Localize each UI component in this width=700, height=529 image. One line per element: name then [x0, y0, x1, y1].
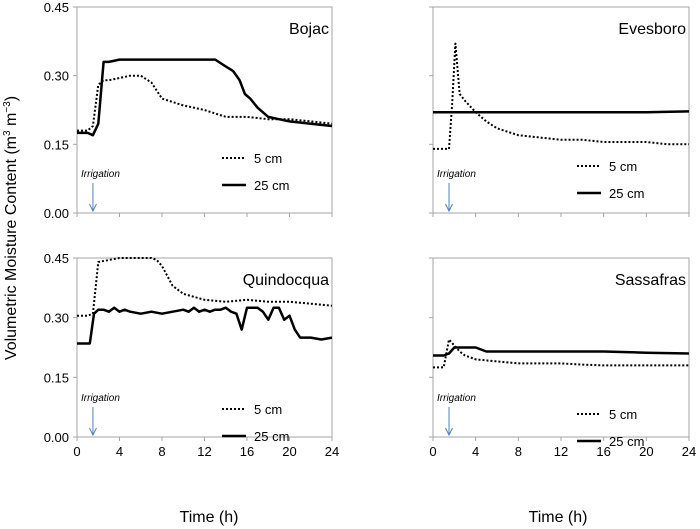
- irrigation-arrowhead: [88, 427, 97, 437]
- x-tick-label: 12: [554, 444, 568, 459]
- panel-bojac: 0.00 0.15 0.30 0.45 Bojac Irrigation 5 cm 25 cm: [44, 0, 333, 221]
- irrigation-label: Irrigation: [437, 169, 476, 180]
- x-tick-label: 8: [158, 444, 165, 459]
- series-line-5-cm: [77, 257, 333, 317]
- legend-label: 5 cm: [609, 159, 637, 174]
- series-line-25-cm: [77, 306, 333, 345]
- legend-label: 25 cm: [254, 429, 289, 444]
- series-line-5-cm: [77, 74, 333, 132]
- series-line-25-cm: [433, 110, 690, 114]
- panel-quindocqua: 0.00 0.15 0.30 0.45 0 4 8 12 16 20 24 Quindocqua Irr…: [44, 251, 340, 459]
- irrigation-label: Irrigation: [81, 393, 120, 404]
- x-tick-label: 20: [639, 444, 653, 459]
- x-tick-label: 24: [325, 444, 339, 459]
- irrigation-arrowhead: [445, 203, 453, 213]
- series-line-25-cm: [433, 346, 690, 357]
- x-tick-label: 24: [682, 444, 696, 459]
- legend-label: 25 cm: [609, 434, 644, 449]
- x-axis-label-right: Time (h): [529, 509, 588, 526]
- x-tick-label: 16: [240, 444, 254, 459]
- x-tick-label: 12: [197, 444, 211, 459]
- y-tick-label: 0.30: [44, 311, 69, 326]
- y-tick-label: 0.30: [44, 69, 69, 84]
- irrigation-label: Irrigation: [437, 393, 476, 404]
- series-line-25-cm: [77, 58, 333, 137]
- series-line-5-cm: [433, 338, 689, 369]
- y-tick-label: 0.00: [44, 430, 69, 445]
- x-tick-label: 0: [429, 444, 436, 459]
- y-tick-label: 0.45: [44, 251, 69, 266]
- panel-title: Bojac: [289, 21, 329, 38]
- panel-title: Evesboro: [618, 21, 686, 38]
- legend-label: 5 cm: [254, 402, 282, 417]
- x-tick-label: 4: [472, 444, 479, 459]
- x-tick-label: 20: [282, 444, 296, 459]
- y-axis-label: Volumetric Moisture Content (m3 m−3): [2, 96, 20, 360]
- irrigation-arrowhead: [445, 427, 453, 437]
- y-tick-label: 0.45: [44, 0, 69, 15]
- y-tick-label: 0.15: [44, 137, 69, 152]
- series-line-5-cm: [433, 42, 689, 150]
- irrigation-label: Irrigation: [81, 169, 120, 180]
- legend-label: 5 cm: [609, 407, 637, 422]
- y-tick-label: 0.15: [44, 370, 69, 385]
- x-tick-label: 0: [73, 444, 80, 459]
- panel-title: Sassafras: [615, 272, 686, 289]
- y-tick-label: 0.00: [44, 206, 69, 221]
- legend-label: 25 cm: [609, 186, 644, 201]
- irrigation-arrowhead: [88, 203, 97, 213]
- x-tick-label: 16: [596, 444, 610, 459]
- panel-sassafras: 0 4 8 12 16 20 24 Sassafras Irrigation 5 cm 25 cm: [429, 257, 696, 459]
- legend-label: 5 cm: [254, 151, 282, 166]
- x-tick-label: 8: [515, 444, 522, 459]
- legend-label: 25 cm: [254, 178, 289, 193]
- x-tick-label: 4: [116, 444, 123, 459]
- panel-title: Quindocqua: [243, 272, 329, 289]
- panel-evesboro: Evesboro Irrigation 5 cm 25 cm: [429, 6, 690, 217]
- x-axis-label-left: Time (h): [180, 509, 239, 526]
